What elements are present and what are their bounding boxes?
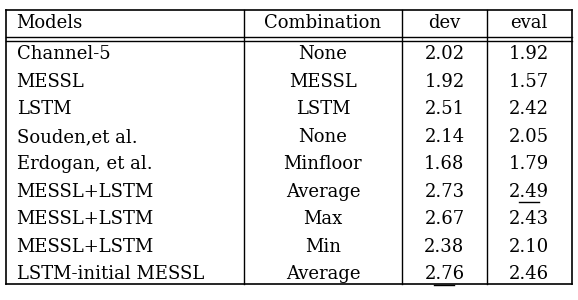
Text: 1.79: 1.79 (509, 155, 549, 173)
Text: None: None (298, 128, 347, 146)
Text: 2.38: 2.38 (424, 238, 465, 256)
Text: Minfloor: Minfloor (284, 155, 362, 173)
Text: Combination: Combination (264, 14, 381, 32)
Text: 2.49: 2.49 (509, 183, 549, 201)
Text: eval: eval (510, 14, 548, 32)
Text: 2.73: 2.73 (424, 183, 465, 201)
Text: MESSL+LSTM: MESSL+LSTM (17, 210, 154, 228)
Text: Erdogan, et al.: Erdogan, et al. (17, 155, 152, 173)
Text: 1.57: 1.57 (509, 73, 549, 91)
Text: LSTM-initial MESSL: LSTM-initial MESSL (17, 265, 204, 283)
Text: MESSL+LSTM: MESSL+LSTM (17, 238, 154, 256)
Text: 2.14: 2.14 (424, 128, 465, 146)
Text: 2.02: 2.02 (424, 45, 465, 63)
Text: 2.42: 2.42 (509, 100, 549, 118)
Text: MESSL: MESSL (17, 73, 84, 91)
Text: 1.92: 1.92 (509, 45, 549, 63)
Text: Max: Max (303, 210, 343, 228)
Text: Channel-5: Channel-5 (17, 45, 110, 63)
Text: 2.51: 2.51 (424, 100, 465, 118)
Text: Souden,et al.: Souden,et al. (17, 128, 137, 146)
Text: 2.46: 2.46 (509, 265, 549, 283)
Text: 1.68: 1.68 (424, 155, 465, 173)
Text: 2.67: 2.67 (424, 210, 465, 228)
Text: Models: Models (17, 14, 83, 32)
Text: 2.10: 2.10 (509, 238, 549, 256)
Text: dev: dev (428, 14, 461, 32)
Text: None: None (298, 45, 347, 63)
Text: 1.92: 1.92 (424, 73, 465, 91)
Text: 2.76: 2.76 (424, 265, 465, 283)
Text: MESSL: MESSL (289, 73, 357, 91)
Text: Average: Average (286, 265, 360, 283)
Text: Average: Average (286, 183, 360, 201)
Text: MESSL+LSTM: MESSL+LSTM (17, 183, 154, 201)
Text: Min: Min (305, 238, 341, 256)
Text: LSTM: LSTM (296, 100, 350, 118)
Text: 2.05: 2.05 (509, 128, 549, 146)
Text: 2.43: 2.43 (509, 210, 549, 228)
Text: LSTM: LSTM (17, 100, 71, 118)
